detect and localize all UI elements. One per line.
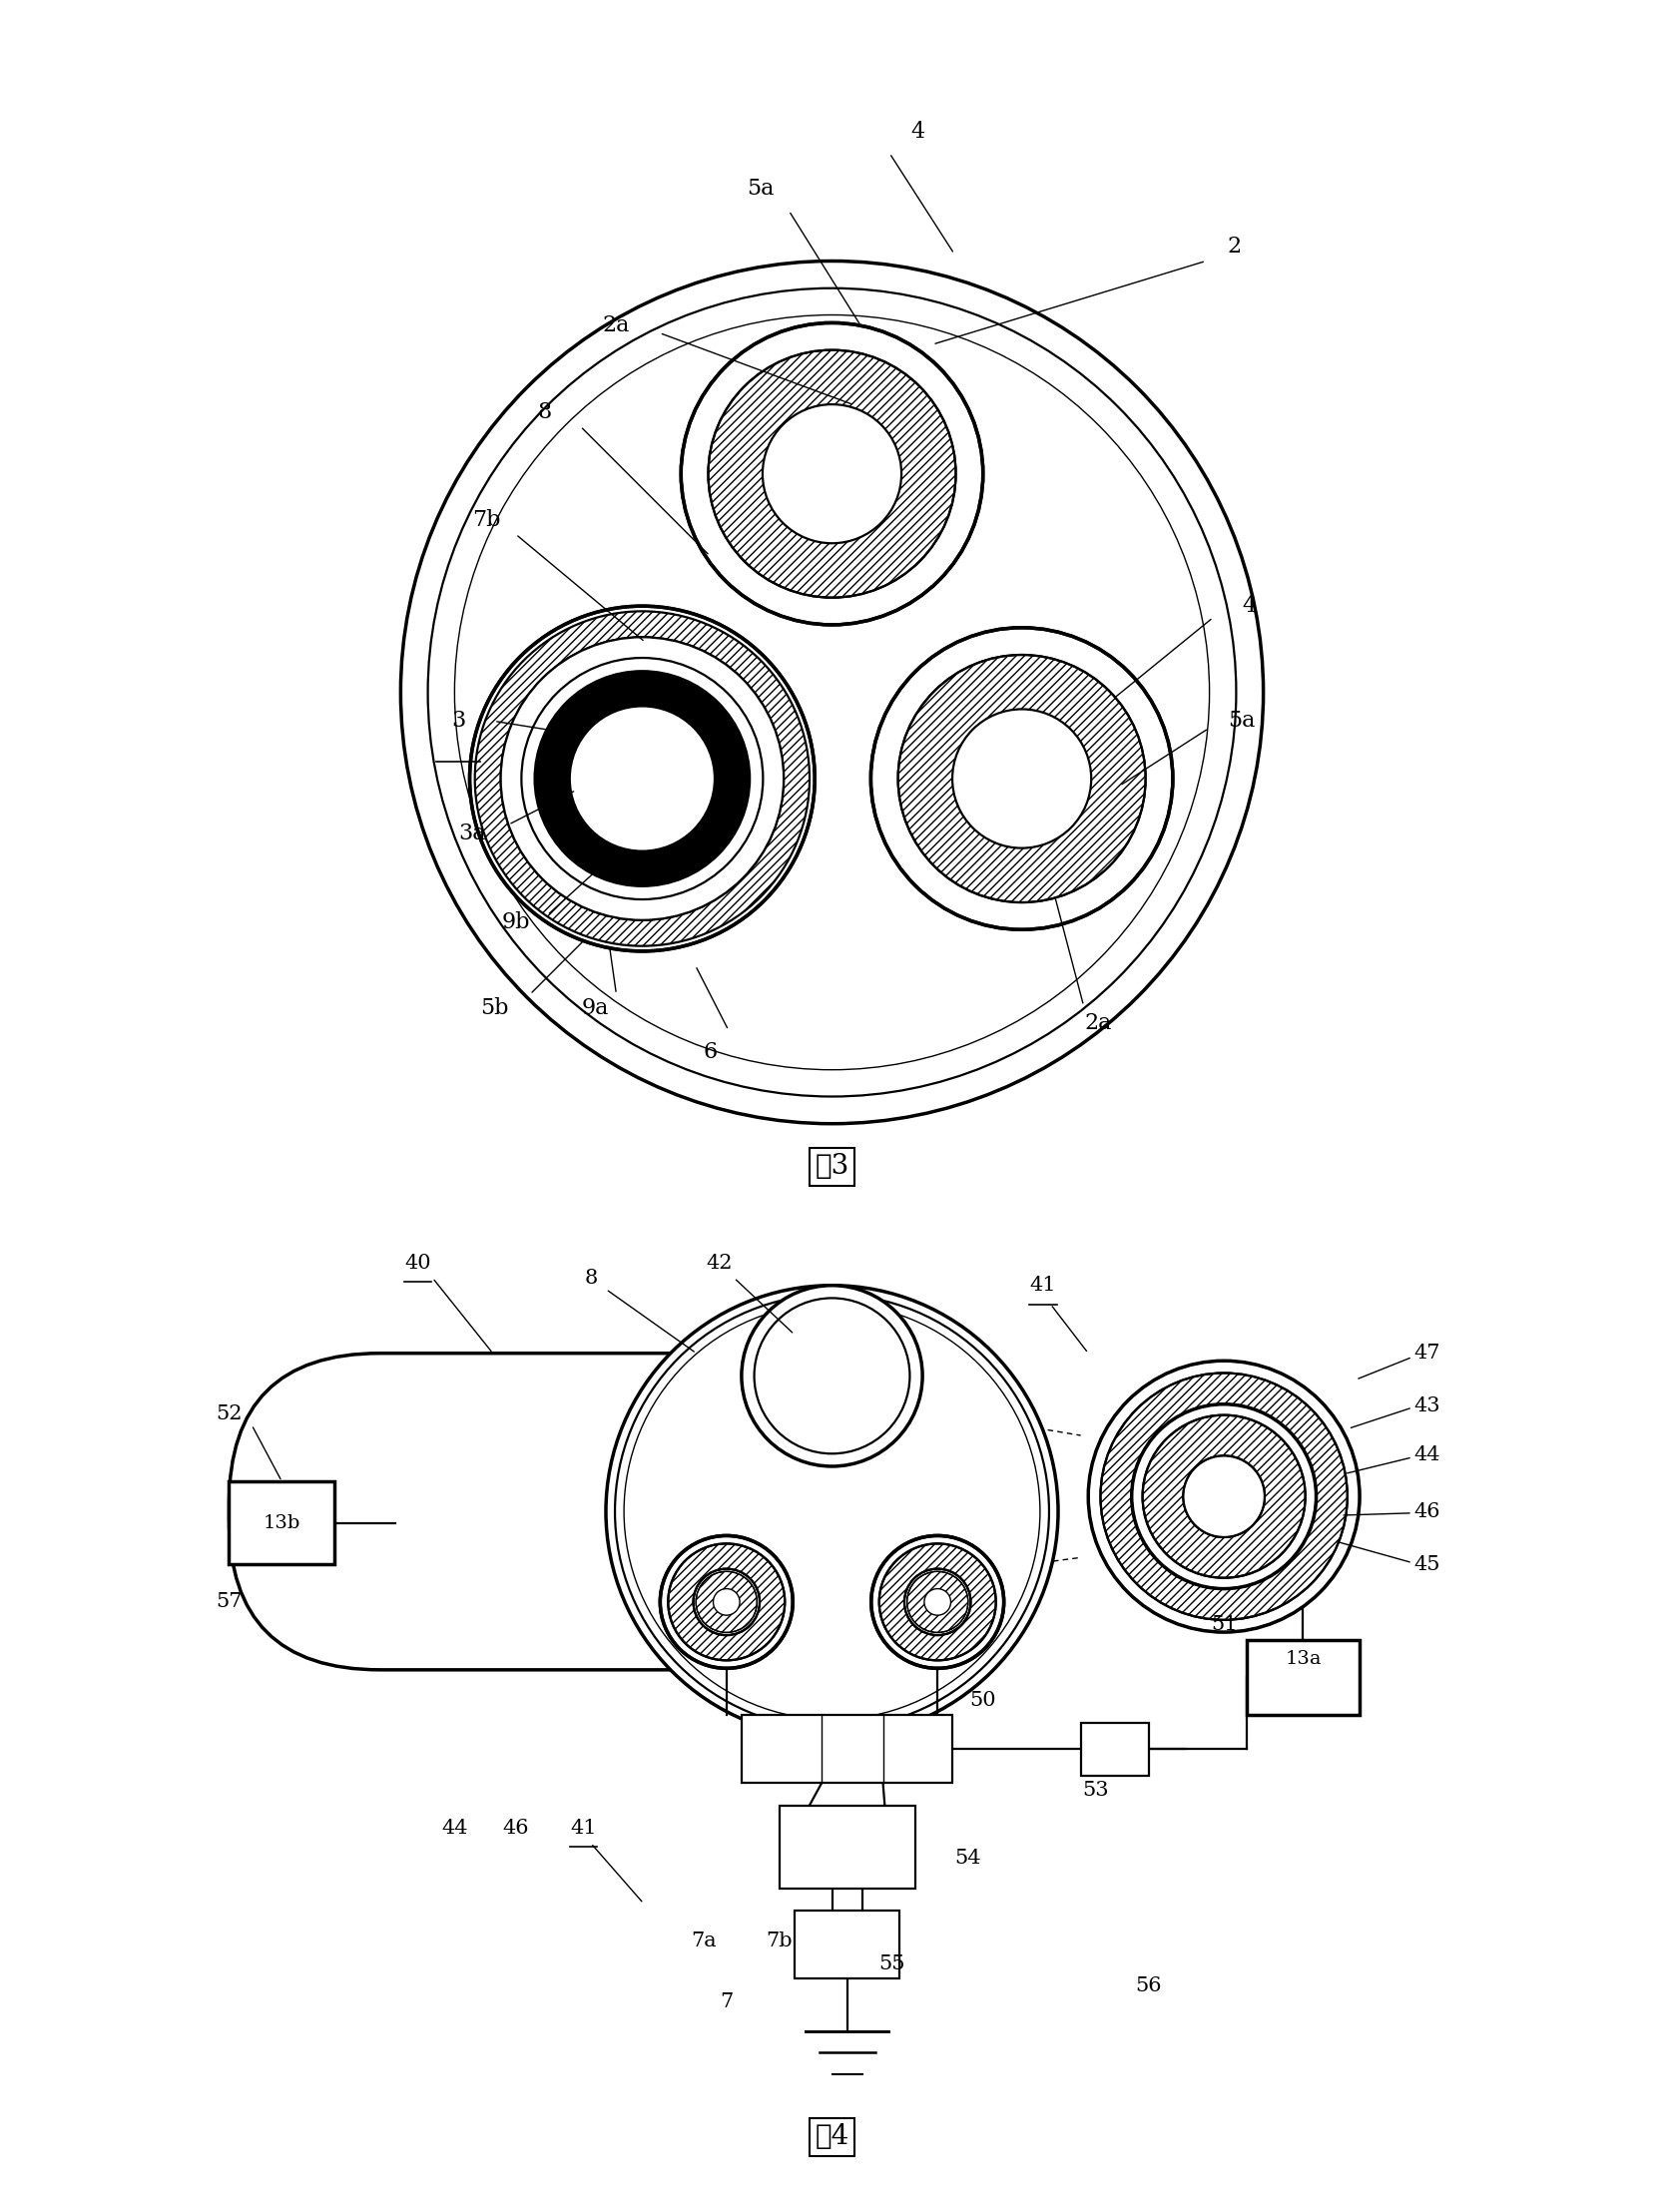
Circle shape [879, 1544, 995, 1661]
Text: 44: 44 [443, 1818, 468, 1838]
Text: 8: 8 [537, 400, 551, 422]
Circle shape [742, 1285, 922, 1467]
Text: 54: 54 [955, 1849, 980, 1867]
Text: 41: 41 [1030, 1276, 1057, 1294]
Text: 4: 4 [912, 122, 925, 142]
Text: 57: 57 [216, 1593, 243, 1613]
Circle shape [1183, 1455, 1265, 1537]
Text: 7a: 7a [691, 1931, 717, 1951]
Circle shape [709, 349, 955, 597]
Circle shape [1183, 1455, 1265, 1537]
Circle shape [474, 611, 810, 947]
FancyBboxPatch shape [230, 1354, 907, 1670]
Text: 47: 47 [1414, 1343, 1441, 1363]
Text: 41: 41 [571, 1818, 597, 1838]
Text: 55: 55 [879, 1953, 905, 1973]
Text: 56: 56 [1135, 1978, 1161, 1995]
Circle shape [669, 1544, 785, 1661]
Circle shape [696, 1571, 757, 1632]
Text: 46: 46 [1414, 1502, 1441, 1522]
Text: 5a: 5a [747, 179, 774, 199]
Bar [230, 1482, 334, 1564]
Text: 3a: 3a [459, 823, 486, 845]
Circle shape [501, 637, 784, 920]
Text: 9a: 9a [581, 998, 609, 1020]
Circle shape [870, 628, 1173, 929]
Bar [779, 1805, 915, 1889]
Text: 7b: 7b [473, 509, 501, 531]
Text: 13b: 13b [263, 1513, 301, 1533]
Text: 40: 40 [404, 1254, 431, 1272]
Text: 5a: 5a [1228, 710, 1255, 732]
Text: 7b: 7b [765, 1931, 792, 1951]
Circle shape [952, 710, 1092, 847]
Text: 13a: 13a [1285, 1650, 1321, 1668]
Circle shape [1132, 1405, 1316, 1588]
Text: 8: 8 [584, 1267, 597, 1287]
Circle shape [694, 1568, 760, 1635]
Circle shape [469, 606, 815, 951]
Text: 3: 3 [451, 710, 466, 732]
Text: 2: 2 [1228, 237, 1241, 257]
Circle shape [904, 1568, 970, 1635]
Circle shape [681, 323, 983, 624]
Circle shape [1143, 1416, 1305, 1577]
Circle shape [762, 405, 902, 544]
Circle shape [401, 261, 1263, 1124]
Text: 45: 45 [1414, 1555, 1441, 1573]
Text: 图3: 图3 [815, 1152, 849, 1181]
Text: 42: 42 [706, 1254, 732, 1272]
Circle shape [521, 657, 764, 900]
Text: 9b: 9b [501, 911, 529, 933]
Circle shape [899, 655, 1145, 902]
Text: 46: 46 [503, 1818, 529, 1838]
Circle shape [606, 1285, 1058, 1739]
Text: 7: 7 [721, 1993, 734, 2011]
Text: 2a: 2a [1085, 1013, 1112, 1033]
Circle shape [1100, 1374, 1348, 1619]
Text: 4: 4 [1241, 595, 1256, 617]
Text: 44: 44 [1414, 1444, 1441, 1464]
Bar [742, 1714, 952, 1783]
Circle shape [924, 1588, 950, 1615]
Circle shape [661, 1535, 792, 1668]
Text: 6: 6 [702, 1042, 717, 1062]
Bar [1246, 1639, 1359, 1714]
Circle shape [714, 1588, 740, 1615]
Circle shape [1088, 1360, 1359, 1632]
Text: 50: 50 [970, 1690, 997, 1710]
Text: 5b: 5b [479, 998, 508, 1020]
Bar [794, 1911, 900, 1980]
Circle shape [872, 1535, 1003, 1668]
Text: 图4: 图4 [815, 2124, 849, 2150]
Circle shape [536, 672, 749, 885]
Bar [1080, 1723, 1148, 1776]
Circle shape [569, 706, 714, 852]
Text: 2a: 2a [602, 314, 631, 336]
Circle shape [1132, 1405, 1316, 1588]
Text: 51: 51 [1211, 1615, 1238, 1635]
Text: 53: 53 [1083, 1781, 1110, 1801]
Circle shape [907, 1571, 968, 1632]
Text: 43: 43 [1414, 1396, 1441, 1416]
Text: 52: 52 [216, 1405, 243, 1422]
Circle shape [501, 637, 784, 920]
